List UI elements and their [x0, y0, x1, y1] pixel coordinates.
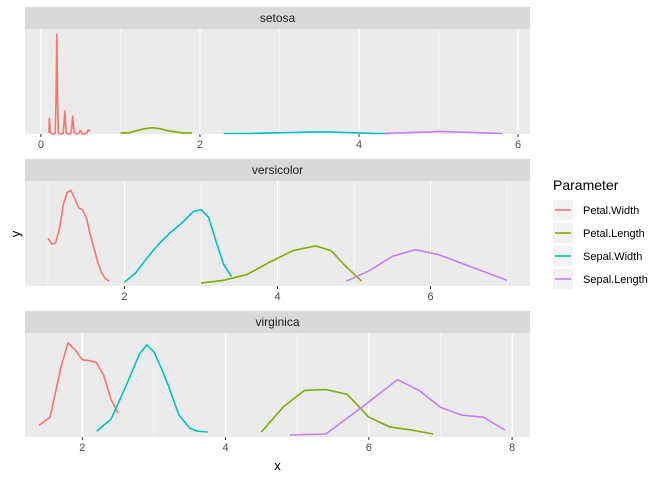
panel-setosa: setosa 0 2 4 6 [25, 7, 530, 151]
legend-item-petal-width: Petal.Width [583, 205, 639, 217]
density-line-petal-width [38, 342, 119, 426]
legend-title: Parameter [553, 177, 619, 193]
density-line-sepal-width [123, 208, 233, 283]
legend-item-petal-length: Petal.Length [583, 228, 645, 240]
panel-versicolor: versicolor 2 4 6 [25, 159, 530, 303]
panel-background [25, 333, 530, 437]
x-tick-label: 0 [38, 139, 44, 151]
facet-strip-label: setosa [260, 11, 296, 25]
facet-strip [25, 7, 530, 29]
density-line-sepal-width [223, 131, 391, 135]
y-axis-title: y [8, 230, 23, 237]
density-line-petal-width [48, 33, 91, 135]
facet-strip-label: virginica [255, 315, 299, 329]
density-line-sepal-width [96, 344, 208, 433]
legend-item-sepal-width: Sepal.Width [583, 251, 642, 263]
panel-background [25, 29, 530, 134]
facet-strip-label: versicolor [252, 163, 303, 177]
x-axis-title: x [274, 458, 281, 473]
x-tick-label: 4 [356, 139, 362, 151]
facet-strip [25, 159, 530, 181]
x-tick-label: 8 [509, 442, 515, 454]
x-tick-label: 2 [121, 291, 127, 303]
x-tick-label: 4 [223, 442, 229, 454]
x-tick-label: 2 [197, 139, 203, 151]
legend-item-sepal-length: Sepal.Length [583, 274, 648, 286]
density-line-petal-length [200, 245, 363, 284]
legend: Parameter Petal.Width Petal.Length Sepal.Wi… [553, 177, 648, 289]
x-tick-label: 6 [366, 442, 372, 454]
x-tick-label: 4 [274, 291, 280, 303]
density-line-petal-width [47, 189, 110, 282]
density-line-petal-length [120, 126, 192, 134]
x-tick-label: 2 [79, 442, 85, 454]
panel-virginica: virginica 2 4 6 8 [25, 311, 530, 454]
x-tick-label: 6 [427, 291, 433, 303]
facet-strip [25, 311, 530, 333]
density-line-sepal-length [382, 130, 503, 135]
x-tick-label: 6 [515, 139, 521, 151]
density-line-petal-length [260, 388, 434, 435]
density-line-sepal-length [346, 248, 508, 282]
density-line-sepal-length [289, 378, 506, 436]
